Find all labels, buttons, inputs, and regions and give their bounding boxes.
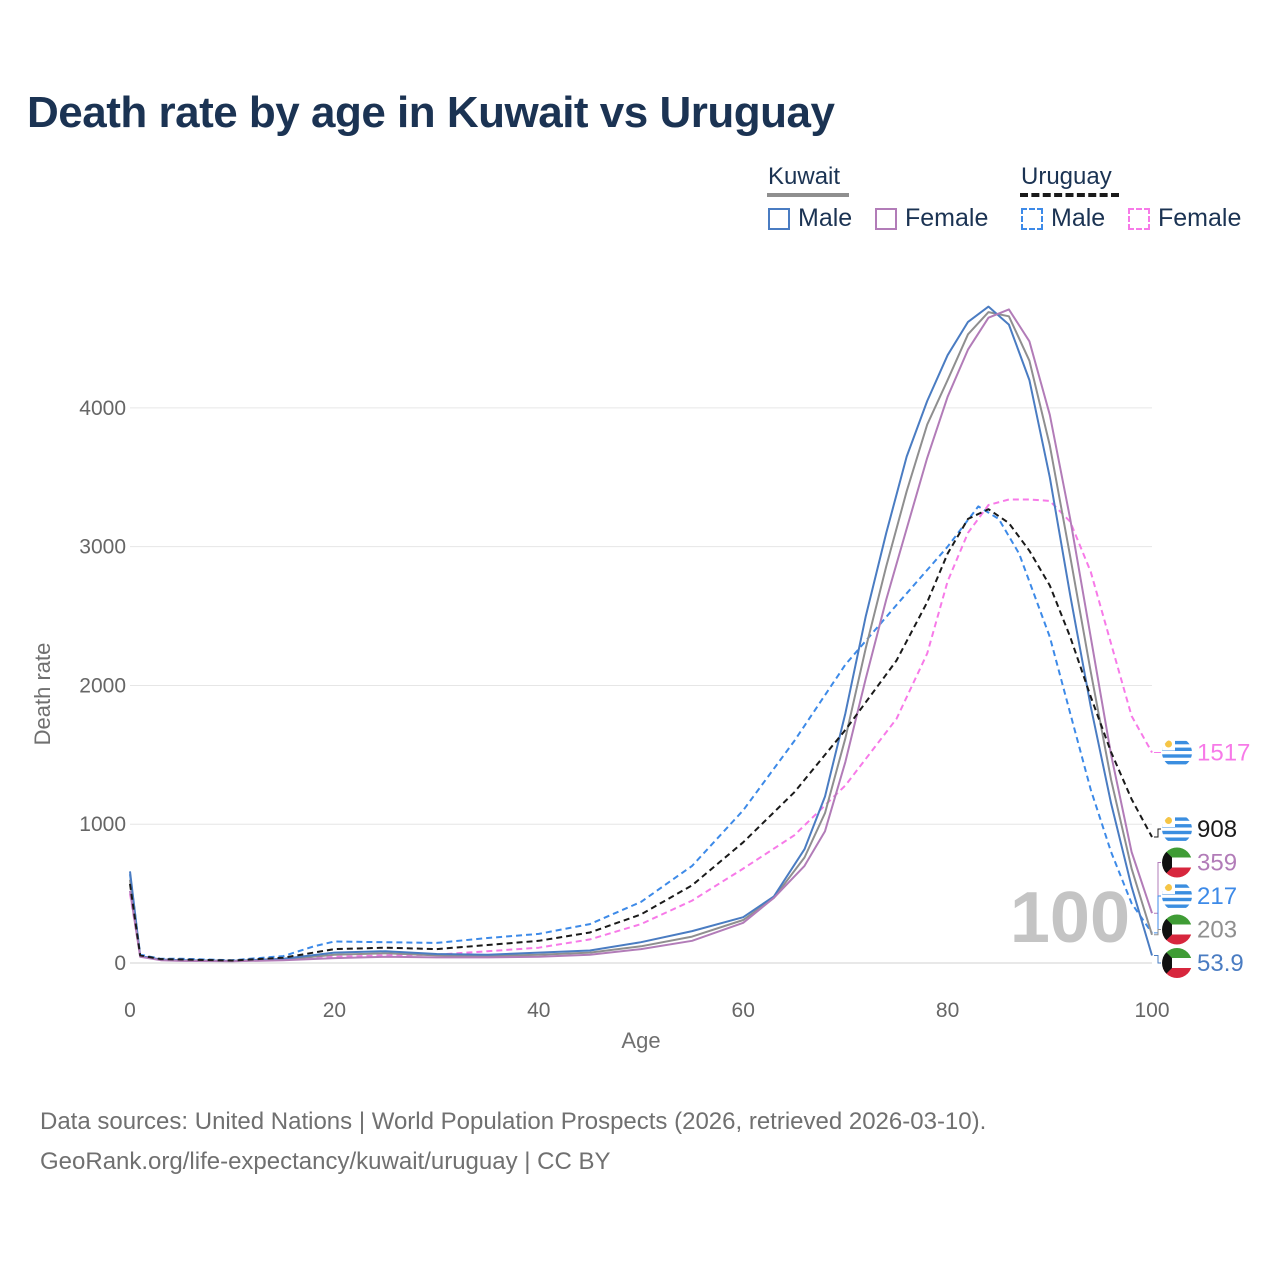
legend-label-uruguay-female: Female [1158,204,1242,232]
legend-label-uruguay-male: Male [1051,204,1106,232]
end-marker-uruguay-both: 908 [1154,814,1237,844]
end-connector [1154,895,1161,934]
x-tick-label: 0 [124,999,136,1022]
y-tick-label: 0 [114,952,126,975]
x-axis-title: Age [621,1028,660,1053]
end-connector [1154,828,1161,838]
y-axis-title: Death rate [30,643,55,746]
end-connector [1154,955,1161,964]
legend-item-kuwait-female[interactable]: Female [875,204,988,233]
legend-group-uruguay: Uruguay [1021,163,1112,190]
x-tick-label: 100 [1134,999,1169,1022]
end-connector [1154,862,1161,914]
end-label-kuwait-female: 359 [1197,850,1237,877]
end-marker-kuwait-male: 53.9 [1154,948,1244,978]
axes: 0 1000 2000 3000 4000 0 20 40 60 80 100 Age Death ra… [30,397,1170,1053]
end-label-uruguay-male: 217 [1197,883,1237,910]
legend-group-kuwait-line [767,193,849,197]
end-label-uruguay-female: 1517 [1197,739,1250,766]
gridlines [130,407,1152,964]
y-tick-label: 1000 [79,813,126,836]
y-tick-label: 4000 [79,397,126,420]
series-line-uruguay-both[interactable] [129,508,1153,962]
end-marker-uruguay-male: 217 [1154,881,1237,934]
age-watermark: 100 [1010,878,1130,958]
uruguay-flag-icon [1162,814,1192,844]
end-marker-uruguay-female: 1517 [1154,737,1250,768]
series-line-kuwait-both[interactable] [129,311,1153,963]
series-line-uruguay-male[interactable] [129,505,1153,962]
legend-swatch-kuwait-male [768,207,790,230]
end-marker-kuwait-both: 203 [1154,914,1237,945]
legend-swatch-uruguay-female [1128,207,1150,230]
footer-attribution: GeoRank.org/life-expectancy/kuwait/urugu… [40,1148,611,1175]
x-tick-label: 80 [936,999,959,1022]
series-lines [129,305,1153,963]
end-connector [1154,929,1161,936]
legend-label-kuwait-female: Female [905,204,989,232]
x-tick-label: 40 [527,999,550,1022]
footer-sources: Data sources: United Nations | World Pop… [40,1108,987,1135]
legend-item-uruguay-male[interactable]: Male [1021,204,1105,233]
uruguay-flag-icon [1162,881,1192,911]
uruguay-flag-icon [1162,737,1192,768]
legend-swatch-kuwait-female [875,207,897,230]
legend-swatch-uruguay-male [1021,207,1043,230]
legend-label-kuwait-male: Male [798,204,853,232]
end-label-kuwait-male: 53.9 [1197,950,1244,977]
legend-group-uruguay-line [1020,193,1119,197]
series-line-kuwait-female[interactable] [129,308,1153,963]
end-label-uruguay-both: 908 [1197,816,1237,843]
end-markers: 1517 908 359 217 203 53.9 [1154,737,1250,978]
legend-group-kuwait: Kuwait [768,163,841,190]
kuwait-flag-icon [1162,948,1192,978]
legend-item-uruguay-female[interactable]: Female [1128,204,1241,233]
chart-title: Death rate by age in Kuwait vs Uruguay [27,88,835,137]
kuwait-flag-icon [1162,847,1192,878]
kuwait-flag-icon [1162,914,1192,945]
y-tick-label: 3000 [79,536,126,559]
series-line-uruguay-female[interactable] [129,498,1153,962]
x-tick-label: 20 [323,999,346,1022]
x-tick-label: 60 [732,999,755,1022]
legend-item-kuwait-male[interactable]: Male [768,204,852,233]
series-line-kuwait-male[interactable] [129,305,1153,962]
end-label-kuwait-both: 203 [1197,917,1237,944]
y-tick-label: 2000 [79,674,126,697]
end-marker-kuwait-female: 359 [1154,847,1237,914]
